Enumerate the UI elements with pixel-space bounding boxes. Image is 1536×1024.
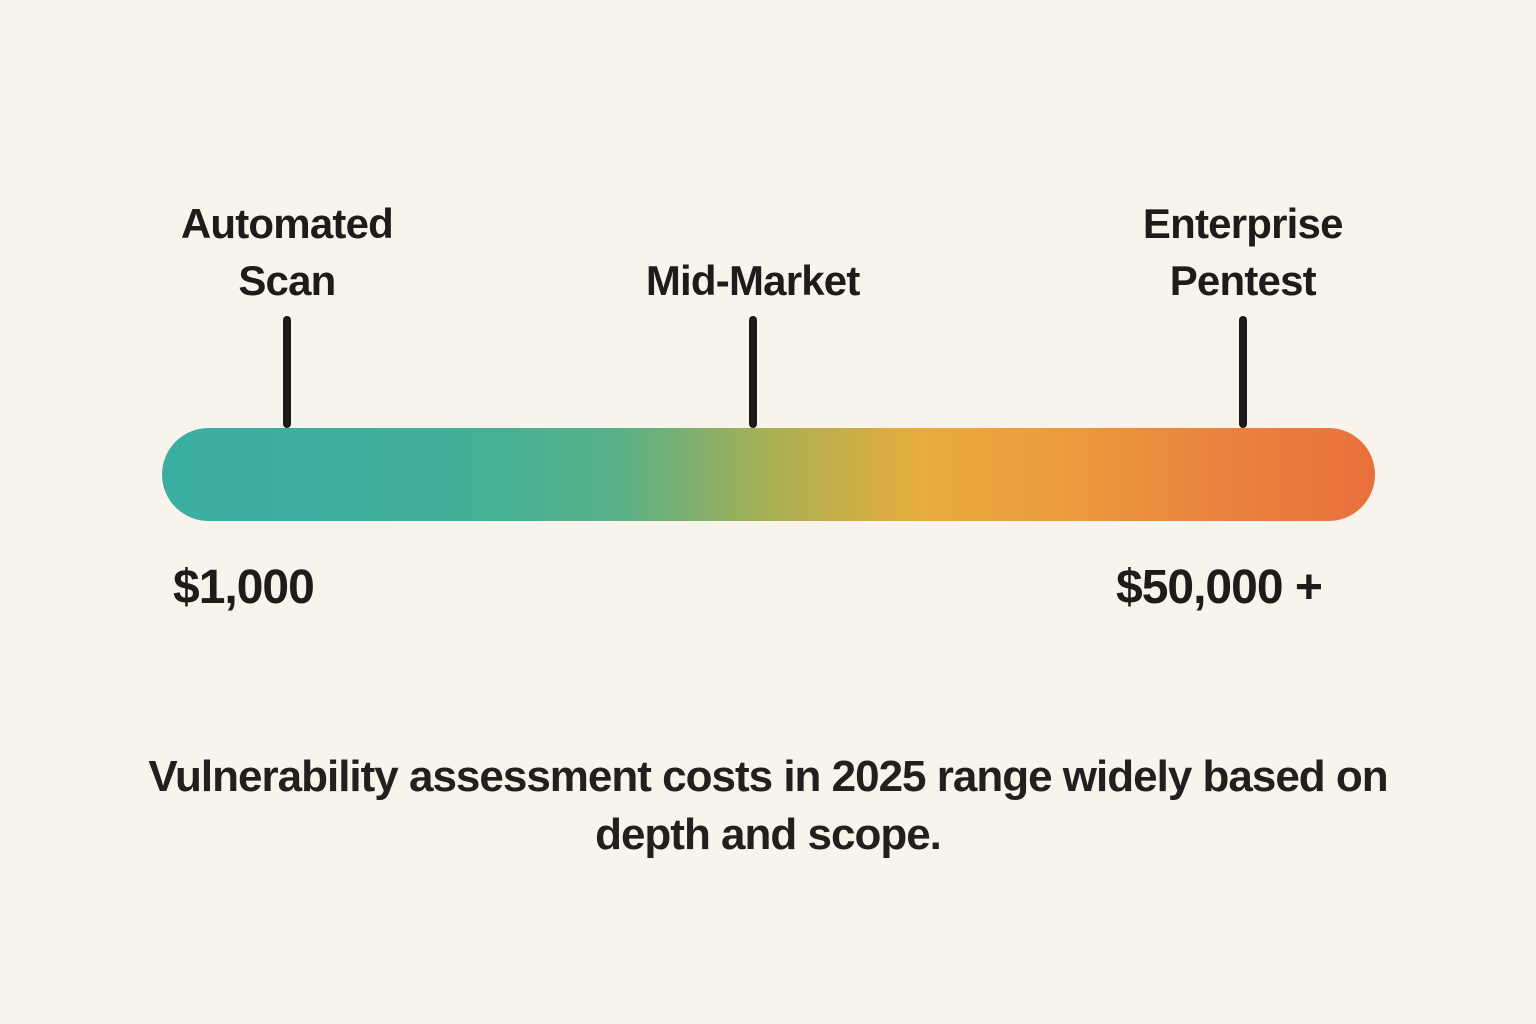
cost-range-gradient-bar (162, 428, 1375, 521)
marker-enterprise-pentest: Enterprise Pentest (1108, 195, 1378, 428)
tick-line-enterprise-pentest (1238, 316, 1247, 428)
max-cost-label: $50,000 + (1116, 561, 1323, 614)
cost-scale-plot: Automated Scan Mid-Market Enterprise Pen… (162, 200, 1375, 521)
marker-label-enterprise-pentest: Enterprise Pentest (1142, 200, 1344, 304)
marker-label-automated-scan: Automated Scan (180, 200, 394, 304)
caption-container: Vulnerability assessment costs in 2025 r… (0, 748, 1536, 864)
marker-automated-scan: Automated Scan (152, 195, 422, 428)
tick-line-mid-market (748, 316, 757, 428)
tick-line-automated-scan (282, 316, 291, 428)
marker-mid-market: Mid-Market (583, 252, 923, 428)
min-cost-label: $1,000 (173, 561, 315, 614)
caption-text: Vulnerability assessment costs in 2025 r… (148, 752, 1388, 859)
marker-label-mid-market: Mid-Market (645, 257, 861, 304)
